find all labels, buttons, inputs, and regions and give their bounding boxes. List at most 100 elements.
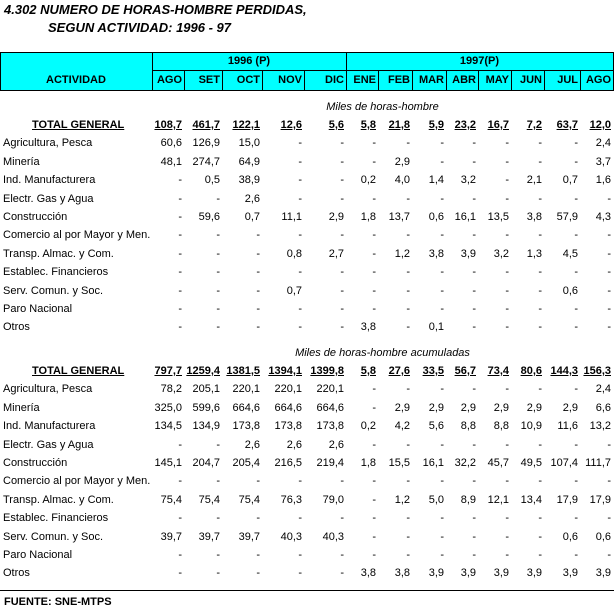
cell: - xyxy=(340,192,344,205)
cell: 1394,1 xyxy=(268,365,302,377)
cell: - xyxy=(372,401,376,414)
cell: 5,6 xyxy=(328,119,344,131)
cell: - xyxy=(340,549,344,561)
cell: - xyxy=(298,174,302,187)
cell: - xyxy=(298,303,302,315)
cell: - xyxy=(574,321,578,334)
cell: - xyxy=(216,247,220,260)
month-header: AGO xyxy=(156,74,182,86)
col-rule xyxy=(544,70,545,90)
cell: - xyxy=(340,137,344,150)
cell: - xyxy=(472,512,476,525)
cell: - xyxy=(472,475,476,488)
row-label: Paro Nacional xyxy=(3,303,73,315)
col-rule xyxy=(446,70,447,90)
cell: - xyxy=(298,475,302,488)
cell: 40,3 xyxy=(322,530,344,543)
cell: 11,6 xyxy=(557,420,578,433)
cell: - xyxy=(406,137,410,150)
cell: 78,2 xyxy=(160,383,182,396)
month-header: FEB xyxy=(388,74,410,86)
cell: - xyxy=(256,321,260,334)
col-rule xyxy=(184,70,185,90)
cell: - xyxy=(406,321,410,334)
cell: 219,4 xyxy=(316,457,344,469)
cell: 216,5 xyxy=(274,457,302,469)
cell: 1,6 xyxy=(595,174,611,187)
cell: 79,0 xyxy=(322,493,344,506)
cell: 59,6 xyxy=(198,211,220,223)
cell: - xyxy=(372,530,376,543)
col-rule xyxy=(478,70,479,90)
cell: 2,9 xyxy=(428,401,444,414)
cell: - xyxy=(340,321,344,334)
cell: - xyxy=(538,192,542,205)
cell: 3,8 xyxy=(428,247,444,260)
cell: - xyxy=(538,383,542,396)
cell: - xyxy=(607,475,611,488)
cell: - xyxy=(178,512,182,525)
cell: 4,0 xyxy=(394,174,410,187)
cell: 0,6 xyxy=(595,530,611,543)
col-rule xyxy=(580,70,581,90)
row-label: Electr. Gas y Agua xyxy=(3,192,94,205)
cell: 73,4 xyxy=(487,365,509,377)
cell: 15,0 xyxy=(238,137,260,150)
cell: 13,4 xyxy=(520,493,542,506)
cell: - xyxy=(574,438,578,451)
cell: 45,7 xyxy=(487,457,509,469)
cell: - xyxy=(538,549,542,561)
cell: - xyxy=(538,321,542,334)
cell: - xyxy=(340,266,344,279)
cell: - xyxy=(406,512,410,525)
cell: 2,9 xyxy=(394,401,410,414)
month-header: DIC xyxy=(325,74,344,86)
cell: - xyxy=(607,229,611,242)
cell: - xyxy=(538,438,542,451)
cell: - xyxy=(216,192,220,205)
month-header: ABR xyxy=(452,74,476,86)
cell: - xyxy=(298,137,302,150)
cell: - xyxy=(406,475,410,488)
cell: - xyxy=(472,383,476,396)
cell: - xyxy=(340,229,344,242)
cell: 8,9 xyxy=(460,493,476,506)
row-label: Otros xyxy=(3,567,30,580)
cell: 2,6 xyxy=(286,438,302,451)
cell: 1,8 xyxy=(360,457,376,469)
cell: - xyxy=(178,229,182,242)
cell: 38,9 xyxy=(238,174,260,187)
cell: - xyxy=(256,475,260,488)
cell: 48,1 xyxy=(160,155,182,168)
cell: - xyxy=(298,229,302,242)
cell: - xyxy=(406,229,410,242)
cell: - xyxy=(340,155,344,168)
cell: 144,3 xyxy=(550,365,578,377)
cell: - xyxy=(298,155,302,168)
cell: - xyxy=(406,192,410,205)
cell: - xyxy=(607,284,611,297)
cell: - xyxy=(505,321,509,334)
cell: 173,8 xyxy=(232,420,260,433)
cell: 5,9 xyxy=(428,119,444,131)
cell: - xyxy=(372,475,376,488)
cell: 0,6 xyxy=(562,284,578,297)
cell: - xyxy=(372,229,376,242)
cell: - xyxy=(256,512,260,525)
cell: 797,7 xyxy=(154,365,182,377)
year-rule xyxy=(152,70,613,71)
cell: - xyxy=(607,266,611,279)
month-header: JUN xyxy=(519,74,542,86)
cell: - xyxy=(574,192,578,205)
cell: 13,2 xyxy=(589,420,611,433)
month-header: JUL xyxy=(557,74,578,86)
cell: - xyxy=(440,192,444,205)
cell: 220,1 xyxy=(232,383,260,396)
cell: 1259,4 xyxy=(186,365,220,377)
cell: 599,6 xyxy=(192,401,220,414)
cell: - xyxy=(607,549,611,561)
cell: - xyxy=(440,229,444,242)
cell: - xyxy=(574,383,578,396)
cell: 108,7 xyxy=(154,119,182,131)
row-label: Serv. Comun. y Soc. xyxy=(3,284,104,297)
